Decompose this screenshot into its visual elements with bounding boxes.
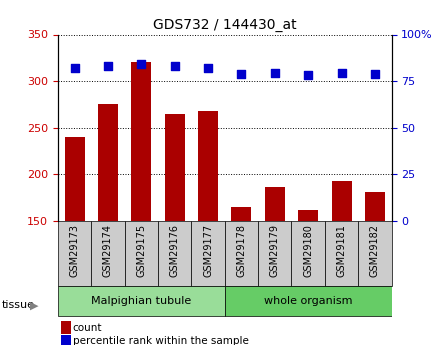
Text: GSM29178: GSM29178 (236, 224, 247, 277)
Text: GSM29182: GSM29182 (370, 224, 380, 277)
Text: GSM29176: GSM29176 (170, 224, 180, 277)
Point (138, 61, 145, 67)
FancyBboxPatch shape (125, 220, 158, 286)
Bar (58, 286, 225, 316)
Text: tissue: tissue (2, 300, 35, 310)
Point (372, 71, 379, 76)
Bar (61, 335, 71, 345)
Text: GSM29177: GSM29177 (203, 224, 213, 277)
Bar (365, 192, 385, 220)
Bar (231, 207, 251, 220)
Point (171, 63, 178, 69)
Bar (131, 62, 151, 220)
Point (104, 63, 111, 69)
Text: GSM29174: GSM29174 (103, 224, 113, 277)
FancyBboxPatch shape (158, 220, 191, 286)
Bar (332, 180, 352, 220)
FancyBboxPatch shape (325, 220, 358, 286)
Bar (165, 114, 185, 220)
Point (271, 70, 279, 76)
Bar (198, 111, 218, 220)
Bar (225, 286, 392, 316)
Bar (265, 187, 285, 220)
Bar (65, 137, 85, 220)
Title: GDS732 / 144430_at: GDS732 / 144430_at (153, 18, 296, 32)
Text: ▶: ▶ (30, 300, 39, 310)
FancyBboxPatch shape (358, 220, 392, 286)
Text: count: count (73, 323, 102, 333)
Bar (298, 210, 318, 220)
Point (305, 72, 312, 77)
FancyBboxPatch shape (258, 220, 291, 286)
FancyBboxPatch shape (91, 220, 125, 286)
Bar (98, 104, 118, 220)
Text: GSM29175: GSM29175 (136, 224, 146, 277)
FancyBboxPatch shape (191, 220, 225, 286)
Point (205, 65, 212, 71)
Text: GSM29173: GSM29173 (69, 224, 80, 277)
Point (238, 71, 245, 76)
Text: percentile rank within the sample: percentile rank within the sample (73, 336, 249, 345)
FancyBboxPatch shape (225, 220, 258, 286)
FancyBboxPatch shape (58, 220, 91, 286)
Text: Malpighian tubule: Malpighian tubule (91, 296, 191, 306)
Point (71, 65, 78, 71)
FancyBboxPatch shape (291, 220, 325, 286)
Text: GSM29179: GSM29179 (270, 224, 280, 277)
Bar (61, 322, 71, 334)
Text: GSM29180: GSM29180 (303, 224, 313, 277)
Text: whole organism: whole organism (264, 296, 352, 306)
Point (338, 70, 345, 76)
Text: GSM29181: GSM29181 (336, 224, 347, 277)
